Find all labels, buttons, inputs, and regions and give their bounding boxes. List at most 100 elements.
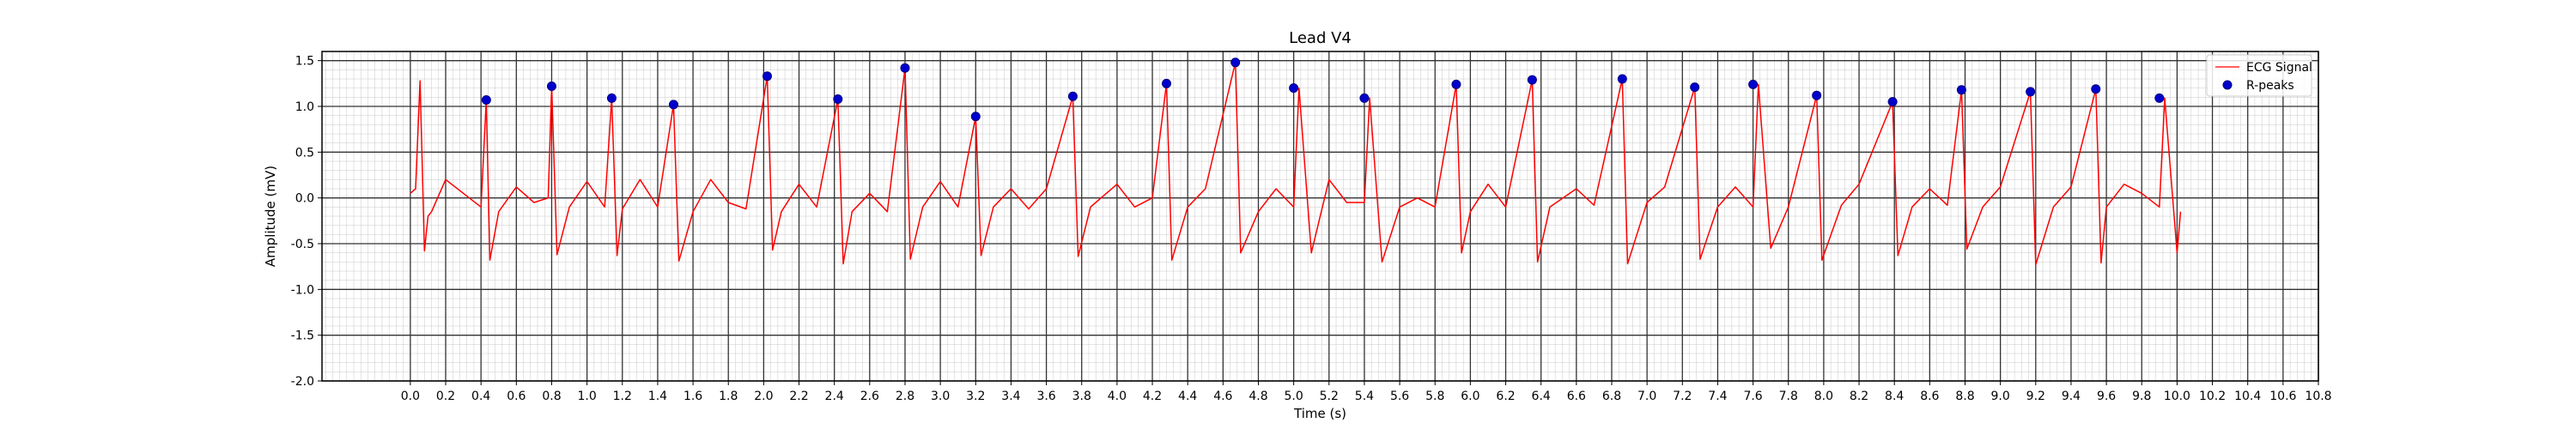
- x-tick-label: 5.4: [1355, 390, 1374, 403]
- x-tick-label: 8.0: [1814, 390, 1833, 403]
- x-tick-label: 4.2: [1143, 390, 1162, 403]
- plot-frame: [321, 51, 2319, 382]
- x-tick-label: 1.8: [719, 390, 738, 403]
- r-peak-point: [1956, 85, 1966, 95]
- x-tick-label: 0.8: [542, 390, 561, 403]
- r-peak-point: [1067, 91, 1078, 101]
- r-peak-point: [1451, 79, 1461, 89]
- x-tick-label: 6.0: [1461, 390, 1479, 403]
- x-tick-label: 9.6: [2097, 390, 2116, 403]
- x-tick-label: 6.4: [1532, 390, 1551, 403]
- y-tick-label: 0.0: [295, 192, 314, 206]
- r-peak-point: [970, 112, 981, 122]
- legend-box: [2206, 54, 2312, 97]
- r-peak-point: [1887, 97, 1898, 107]
- x-tick-label: 0.2: [436, 390, 455, 403]
- x-tick-label: 5.2: [1320, 390, 1339, 403]
- y-axis-ticks: -2.0 -1.5 -1.0 -0.5 0.0 0.5 1.0 1.5: [291, 55, 322, 389]
- r-peaks-layer: [481, 57, 2165, 122]
- r-peak-point: [546, 82, 556, 92]
- x-tick-label: 6.2: [1496, 390, 1515, 403]
- x-tick-label: 9.0: [1991, 390, 2010, 403]
- x-tick-label: 3.6: [1036, 390, 1055, 403]
- x-tick-label: 10.0: [2164, 390, 2190, 403]
- x-tick-label: 1.2: [613, 390, 632, 403]
- x-tick-label: 7.2: [1673, 390, 1692, 403]
- legend-entry-ecg-signal: ECG Signal: [2246, 61, 2312, 75]
- y-tick-label: -0.5: [291, 238, 314, 251]
- r-peak-point: [1289, 83, 1299, 94]
- r-peak-point: [2026, 87, 2036, 97]
- x-tick-label: 6.8: [1602, 390, 1621, 403]
- y-tick-label: -1.5: [291, 329, 314, 343]
- r-peak-point: [481, 95, 491, 106]
- x-tick-label: 7.8: [1779, 390, 1798, 403]
- y-axis-label: Amplitude (mV): [263, 166, 278, 267]
- r-peak-point: [1527, 75, 1537, 85]
- x-tick-label: 1.4: [648, 390, 667, 403]
- x-tick-label: 2.8: [896, 390, 914, 403]
- r-peak-point: [1359, 93, 1370, 103]
- y-tick-label: 1.5: [295, 55, 314, 69]
- x-tick-label: 7.4: [1708, 390, 1727, 403]
- x-tick-label: 10.4: [2234, 390, 2261, 403]
- major-grid: [322, 51, 2319, 382]
- x-tick-label: 5.6: [1390, 390, 1409, 403]
- legend: ECG Signal R-peaks: [2206, 54, 2312, 97]
- x-tick-label: 8.2: [1850, 390, 1868, 403]
- legend-entry-r-peaks: R-peaks: [2246, 79, 2294, 93]
- r-peak-point: [1690, 82, 1700, 93]
- y-tick-label: 1.0: [295, 100, 314, 114]
- x-tick-label: 1.0: [577, 390, 596, 403]
- x-tick-label: 4.6: [1213, 390, 1232, 403]
- x-tick-label: 2.2: [789, 390, 808, 403]
- r-peak-point: [1161, 78, 1171, 88]
- x-tick-label: 10.2: [2199, 390, 2226, 403]
- x-tick-label: 8.4: [1885, 390, 1904, 403]
- x-tick-label: 10.6: [2269, 390, 2296, 403]
- x-tick-label: 8.8: [1955, 390, 1974, 403]
- legend-peaks-swatch: [2222, 80, 2233, 90]
- x-tick-label: 4.8: [1249, 390, 1267, 403]
- x-tick-label: 7.0: [1637, 390, 1656, 403]
- r-peak-point: [1748, 79, 1759, 89]
- x-tick-label: 7.6: [1743, 390, 1762, 403]
- x-tick-label: 0.6: [507, 390, 526, 403]
- r-peak-point: [2091, 84, 2101, 94]
- x-tick-label: 2.4: [825, 390, 844, 403]
- r-peak-point: [833, 94, 843, 104]
- x-tick-label: 1.6: [683, 390, 702, 403]
- y-tick-label: -1.0: [291, 283, 314, 297]
- x-tick-label: 6.6: [1567, 390, 1586, 403]
- x-tick-label: 0.0: [401, 390, 420, 403]
- x-tick-label: 9.8: [2132, 390, 2151, 403]
- r-peak-point: [1230, 57, 1241, 68]
- x-axis-label: Time (s): [1293, 406, 1346, 421]
- r-peak-point: [2154, 93, 2165, 103]
- x-tick-label: 3.2: [966, 390, 985, 403]
- x-tick-label: 3.0: [931, 390, 950, 403]
- r-peak-point: [606, 93, 617, 103]
- x-tick-label: 10.8: [2305, 390, 2331, 403]
- x-tick-label: 3.4: [1001, 390, 1020, 403]
- x-tick-label: 0.4: [471, 390, 490, 403]
- chart-title: Lead V4: [1289, 29, 1352, 47]
- x-tick-label: 9.2: [2026, 390, 2045, 403]
- r-peak-point: [900, 63, 910, 73]
- r-peak-point: [1617, 74, 1627, 84]
- x-tick-label: 4.4: [1178, 390, 1197, 403]
- r-peak-point: [1812, 90, 1822, 100]
- x-tick-label: 8.6: [1920, 390, 1939, 403]
- x-tick-label: 2.0: [754, 390, 773, 403]
- y-tick-label: 0.5: [295, 146, 314, 160]
- x-tick-label: 4.0: [1108, 390, 1127, 403]
- x-tick-label: 2.6: [860, 390, 879, 403]
- x-tick-label: 9.4: [2062, 390, 2081, 403]
- x-tick-label: 3.8: [1072, 390, 1091, 403]
- x-axis-ticks: 0.0 0.2 0.4 0.6 0.8 1.0 1.2 1.4 1.6 1.8 2.0 2.2 2.4 2…: [401, 381, 2332, 403]
- r-peak-point: [668, 100, 678, 110]
- x-tick-label: 5.0: [1285, 390, 1303, 403]
- r-peak-point: [762, 71, 772, 82]
- x-tick-label: 5.8: [1425, 390, 1444, 403]
